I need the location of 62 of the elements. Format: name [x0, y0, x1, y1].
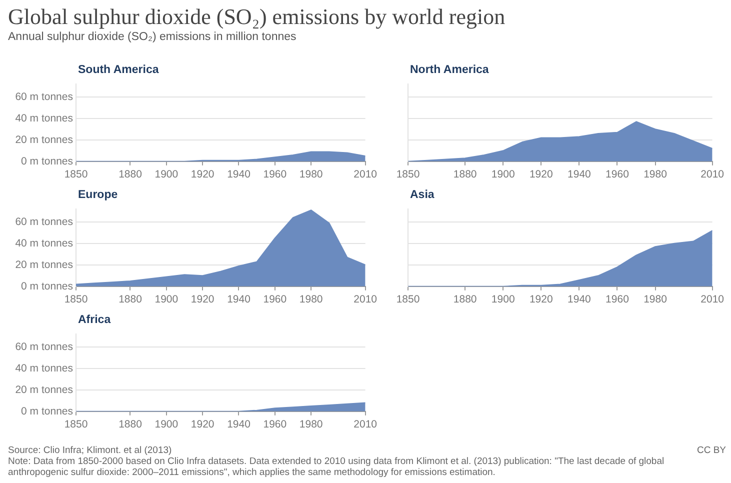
text: Note: Data from 1850-2000 based on Clio Infra datasets. Data extended to 2010 using data from Klimont et al. (2013) publication: "The last decade of global anthropogenic sulfur dioxide: 2000–2011 emissions", which applies the same methodology for emissions estimation. — [8, 456, 666, 478]
source-note: Source: Clio Infra; Klimont. et al (2013) — [8, 445, 172, 456]
y-tick-label: 40 m tonnes — [15, 362, 73, 374]
y-tick-label: 0 m tonnes — [21, 155, 73, 168]
x-tick-label: 1850 — [396, 294, 420, 306]
x-tick-label: 1880 — [453, 294, 477, 306]
x-tick-label: 1940 — [227, 418, 251, 431]
x-tick-label: 1960 — [263, 418, 287, 431]
y-tick-label: 0 m tonnes — [21, 280, 73, 292]
y-tick-label: 60 m tonnes — [15, 90, 73, 103]
chart-title: Asia — [410, 189, 434, 201]
x-tick-label: 1980 — [299, 168, 323, 181]
text: Global sulphur dioxide (SO₂) emissions by world region — [8, 4, 506, 30]
x-tick-label: 1900 — [154, 294, 178, 306]
text: CC BY — [696, 445, 726, 456]
y-tick-label: 20 m tonnes — [15, 258, 73, 271]
x-tick-label: 1880 — [118, 418, 142, 431]
x-tick-label: 1920 — [190, 294, 214, 306]
x-tick-label: 1940 — [568, 168, 592, 181]
chart-title: Europe — [78, 189, 118, 201]
x-tick-label: 1920 — [190, 168, 214, 181]
chart-title: South America — [78, 64, 159, 76]
x-tick-label: 1920 — [190, 418, 214, 431]
y-tick-label: 0 m tonnes — [21, 405, 73, 418]
x-tick-label: 1960 — [263, 168, 287, 181]
x-tick-label: 2010 — [354, 168, 378, 181]
x-tick-label: 1920 — [529, 168, 553, 181]
text: Annual sulphur dioxide (SO₂) emissions in million tonnes — [8, 31, 298, 43]
y-tick-label: 40 m tonnes — [15, 237, 73, 250]
x-tick-label: 1920 — [529, 294, 553, 306]
y-tick-label: 20 m tonnes — [15, 134, 73, 146]
x-tick-label: 2010 — [354, 294, 378, 306]
chart-title: Africa — [78, 314, 111, 326]
x-tick-label: 1940 — [568, 294, 592, 306]
x-tick-label: 1940 — [227, 168, 251, 181]
x-tick-label: 1960 — [263, 294, 287, 306]
x-tick-label: 1880 — [118, 294, 142, 306]
x-tick-label: 2010 — [354, 418, 378, 431]
x-tick-label: 1880 — [118, 168, 142, 181]
chart-title: North America — [410, 64, 489, 76]
y-tick-label: 60 m tonnes — [15, 340, 73, 353]
x-tick-label: 1850 — [396, 168, 420, 181]
x-tick-label: 1980 — [299, 294, 323, 306]
x-tick-label: 1900 — [491, 168, 515, 181]
y-tick-label: 40 m tonnes — [15, 112, 73, 124]
x-tick-label: 1980 — [644, 294, 668, 306]
x-tick-label: 2010 — [700, 168, 724, 181]
x-tick-label: 1900 — [491, 294, 515, 306]
x-tick-label: 1980 — [644, 168, 668, 181]
x-tick-label: 2010 — [700, 294, 724, 306]
y-tick-label: 20 m tonnes — [15, 384, 73, 396]
y-tick-label: 60 m tonnes — [15, 216, 73, 228]
x-tick-label: 1980 — [299, 418, 323, 431]
x-tick-label: 1850 — [64, 168, 88, 181]
x-tick-label: 1880 — [453, 168, 477, 181]
x-tick-label: 1960 — [606, 168, 630, 181]
x-tick-label: 1850 — [64, 418, 88, 431]
x-tick-label: 1960 — [606, 294, 630, 306]
x-tick-label: 1850 — [64, 294, 88, 306]
x-tick-label: 1900 — [154, 418, 178, 431]
x-tick-label: 1940 — [227, 294, 251, 306]
x-tick-label: 1900 — [154, 168, 178, 181]
